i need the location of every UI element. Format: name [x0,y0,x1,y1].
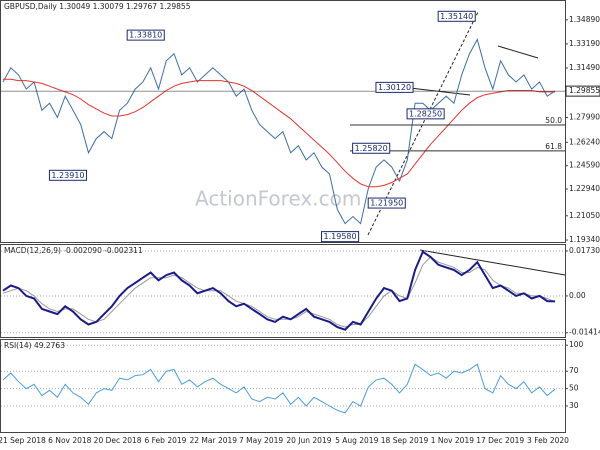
y-tick-label: 100 [569,340,584,349]
main-panel-frame [0,0,566,243]
annotation-label: 1.23910 [51,171,84,180]
rsi-panel-frame [0,339,566,433]
series-line [3,78,555,188]
annotation-label: 1.21950 [370,199,403,208]
trend-line [419,249,566,276]
y-tick-label: 0.00 [569,291,586,300]
y-tick-label: 1.22940 [569,184,600,193]
y-tick-label: 1.26240 [569,137,600,146]
x-tick-label: 20 Jun 2019 [286,436,331,445]
x-tick-label: 22 Mar 2019 [189,436,237,445]
x-tick-label: 6 Nov 2018 [48,436,91,445]
y-tick-label: -0.014148 [569,328,600,337]
macd-panel-frame [0,244,566,338]
annotation-box [406,108,445,120]
last-price-box [565,85,600,97]
series-line [2,250,556,331]
annotation-box [321,231,360,243]
x-tick-label: 6 Feb 2019 [145,436,187,445]
annotation-label: 1.25820 [355,144,388,153]
series-line [2,363,556,414]
x-tick-label: 20 Dec 2018 [94,436,142,445]
trend-line [409,87,471,96]
annotation-box [367,197,406,209]
annotation-label: 1.19580 [324,232,357,241]
x-tick-label: 5 Aug 2019 [335,436,378,445]
annotation-box [375,81,414,93]
x-tick-label: 17 Dec 2019 [476,436,524,445]
series-line [2,38,556,225]
last-price-label: 1.29855 [569,86,600,95]
fib-label: 61.8 [545,142,562,151]
x-tick-label: 7 May 2019 [239,436,283,445]
annotation-label: 1.28250 [409,109,442,118]
main-title: GBPUSD,Daily 1.30049 1.30079 1.29767 1.2… [4,2,191,11]
y-tick-label: 1.24590 [569,161,600,170]
y-tick-label: 1.31490 [569,63,600,72]
annotation-label: 1.33810 [129,31,162,40]
x-tick-label: 21 Sep 2018 [0,436,46,445]
y-tick-label: 1.21050 [569,211,600,220]
fib-label: 50.0 [545,116,562,125]
y-tick-label: 30 [569,401,579,410]
y-tick-label: 1.33190 [569,39,600,48]
y-tick-label: 1.27990 [569,113,600,122]
x-tick-label: 1 Nov 2019 [431,436,474,445]
y-tick-label: 70 [569,366,579,375]
annotation-box [352,142,391,154]
annotation-box [126,29,165,41]
y-tick-label: 1.34890 [569,15,600,24]
y-tick-label: 1.19340 [569,235,600,244]
annotation-label: 1.30120 [378,83,411,92]
trend-line [497,45,539,59]
annotation-box [48,169,88,181]
x-tick-label: 3 Feb 2020 [527,436,569,445]
x-tick-label: 18 Sep 2019 [381,436,429,445]
annotation-box [437,10,476,22]
y-tick-label: 50 [569,384,579,393]
annotation-label: 1.35140 [440,12,473,21]
y-tick-label: 0.017302 [569,246,600,255]
